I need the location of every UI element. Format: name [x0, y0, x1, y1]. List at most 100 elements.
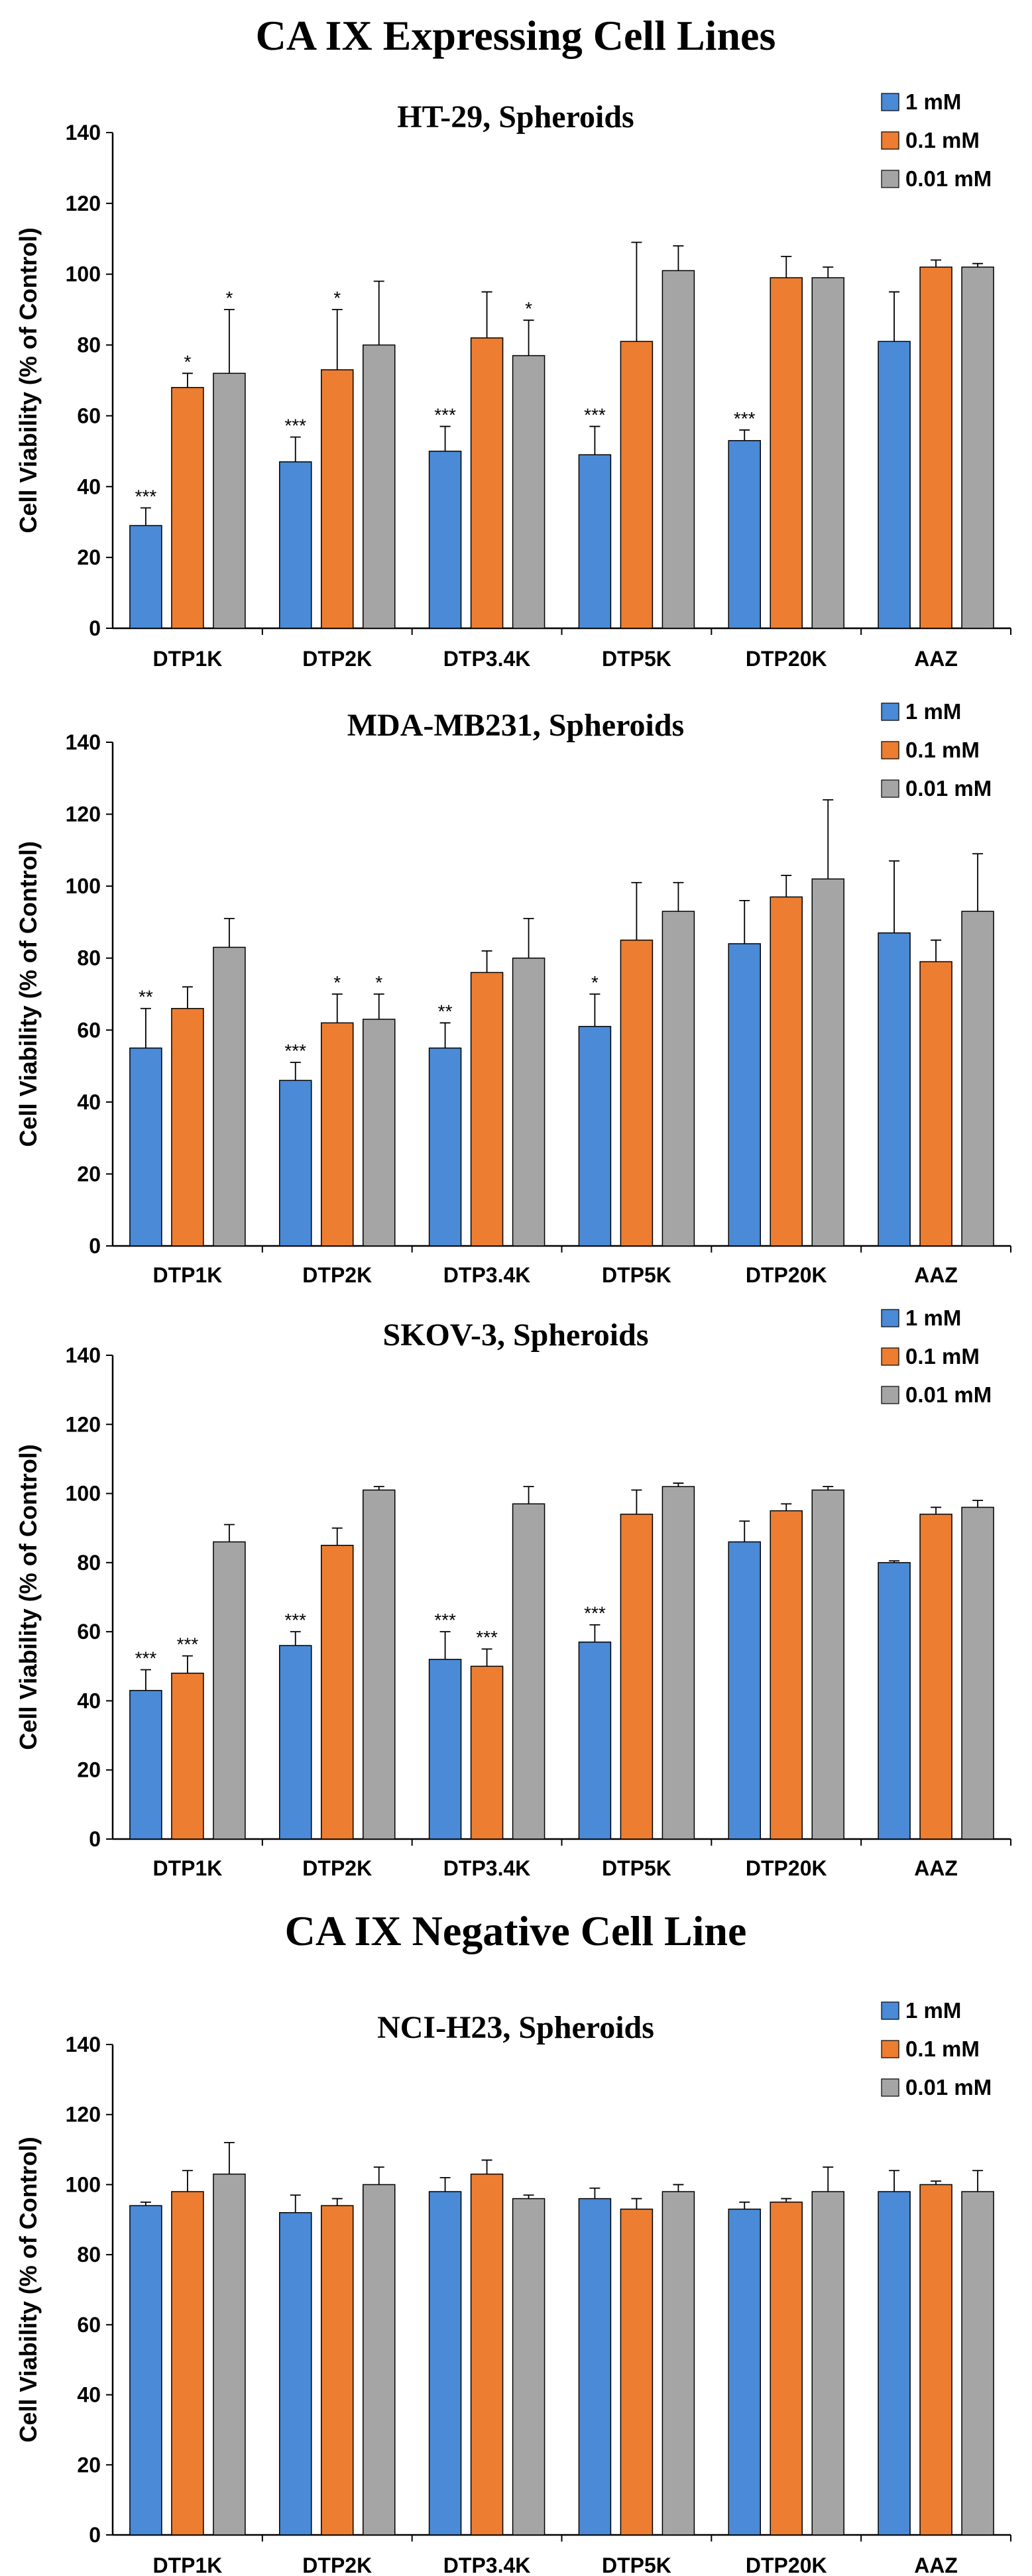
y-tick-label: 120 [66, 803, 101, 826]
category-label: DTP2K [302, 647, 372, 671]
category-label: DTP1K [152, 1263, 222, 1287]
y-tick-label: 60 [77, 1018, 101, 1042]
category-label: DTP2K [302, 1856, 372, 1880]
chart-title: NCI-H23, Spheroids [377, 2010, 654, 2045]
bar [171, 1007, 204, 1247]
bar [878, 341, 911, 629]
category-label: DTP1K [152, 1856, 222, 1880]
significance-label: * [184, 351, 191, 372]
category-label: DTP20K [746, 2553, 827, 2576]
legend-label: 1 mM [905, 89, 961, 114]
bar [661, 2191, 695, 2536]
category-label: DTP1K [152, 647, 222, 671]
bar [321, 1545, 354, 1840]
legend-swatch [881, 741, 899, 759]
bar [728, 1541, 761, 1840]
legend-label: 1 mM [905, 1306, 961, 1330]
y-tick-label: 60 [77, 1620, 101, 1644]
chart-ncih23: NCI-H23, Spheroids Cell Viability (% of C… [15, 1998, 1011, 2576]
bar [213, 372, 246, 629]
y-tick-label: 140 [66, 121, 101, 144]
bar [661, 1486, 695, 1840]
legend-label: 0.1 mM [905, 738, 980, 762]
bar [470, 972, 504, 1247]
legend-swatch [881, 1309, 899, 1327]
bar [470, 337, 504, 629]
bar [279, 461, 312, 629]
bar [512, 2198, 545, 2536]
category-label: DTP5K [602, 647, 671, 671]
significance-label: * [333, 972, 341, 993]
bar [919, 961, 952, 1247]
bar [770, 2202, 803, 2536]
bar [213, 2173, 246, 2536]
bar [279, 1080, 312, 1247]
category-label: AAZ [914, 1856, 958, 1880]
section-title-expressing: CA IX Expressing Cell Lines [256, 12, 776, 59]
bar [919, 266, 952, 629]
legend-label: 0.1 mM [905, 2037, 980, 2061]
significance-label: ** [139, 987, 153, 1007]
category-label: DTP20K [746, 1856, 827, 1880]
bar [961, 2191, 994, 2536]
significance-label: * [375, 972, 382, 993]
legend-label: 0.01 mM [905, 166, 992, 191]
bar [363, 1489, 396, 1840]
significance-label: * [333, 288, 341, 308]
legend-swatch [881, 779, 899, 798]
significance-label: *** [284, 415, 306, 435]
legend-label: 0.1 mM [905, 128, 980, 152]
significance-label: * [591, 972, 599, 993]
y-tick-label: 0 [89, 616, 101, 640]
legend-swatch [881, 1347, 899, 1366]
bar [728, 2208, 761, 2536]
significance-label: *** [135, 486, 157, 506]
bar [470, 1665, 504, 1840]
bar [961, 266, 994, 629]
y-axis-label: Cell Viability (% of Control) [15, 2137, 42, 2442]
y-tick-label: 80 [77, 333, 101, 357]
bar [578, 1642, 612, 1840]
legend-label: 1 mM [905, 1998, 961, 2023]
y-tick-label: 40 [77, 1090, 101, 1114]
legend-swatch [881, 2001, 899, 2020]
bar [620, 939, 654, 1247]
chart-skov3: SKOV-3, Spheroids Cell Viability (% of Co… [15, 1306, 1011, 1880]
category-label: DTP3.4K [443, 647, 531, 671]
y-tick-label: 40 [77, 1689, 101, 1712]
bar [363, 344, 396, 629]
bar [770, 896, 803, 1247]
significance-label: * [225, 288, 233, 308]
bar [728, 440, 761, 629]
bar [512, 355, 545, 629]
legend-label: 0.01 mM [905, 776, 992, 801]
y-axis-label: Cell Viability (% of Control) [15, 1444, 42, 1750]
chart-ht29: HT-29, Spheroids Cell Viability (% of Con… [15, 89, 1011, 671]
y-tick-label: 120 [66, 192, 101, 215]
bar [321, 369, 354, 629]
y-tick-label: 120 [66, 2103, 101, 2127]
legend-label: 0.1 mM [905, 1344, 980, 1369]
bar [321, 1022, 354, 1247]
y-tick-label: 20 [77, 1162, 101, 1186]
bar [961, 911, 994, 1247]
category-label: DTP20K [746, 647, 827, 671]
category-label: DTP2K [302, 2553, 372, 2576]
y-tick-label: 100 [66, 1482, 101, 1506]
bar [213, 946, 246, 1247]
bar [661, 270, 695, 629]
bar [428, 1659, 462, 1840]
significance-label: *** [284, 1040, 306, 1061]
chart-title: SKOV-3, Spheroids [383, 1317, 649, 1353]
bar [129, 2205, 162, 2536]
y-tick-label: 80 [77, 2243, 101, 2267]
y-tick-label: 80 [77, 1551, 101, 1575]
y-axis-label: Cell Viability (% of Control) [15, 227, 42, 533]
chart-title: HT-29, Spheroids [397, 99, 634, 135]
bar [578, 454, 612, 629]
y-tick-label: 20 [77, 1758, 101, 1782]
bar [512, 957, 545, 1247]
bar [512, 1503, 545, 1840]
y-tick-label: 100 [66, 2172, 101, 2196]
chart-title: MDA-MB231, Spheroids [347, 708, 684, 743]
